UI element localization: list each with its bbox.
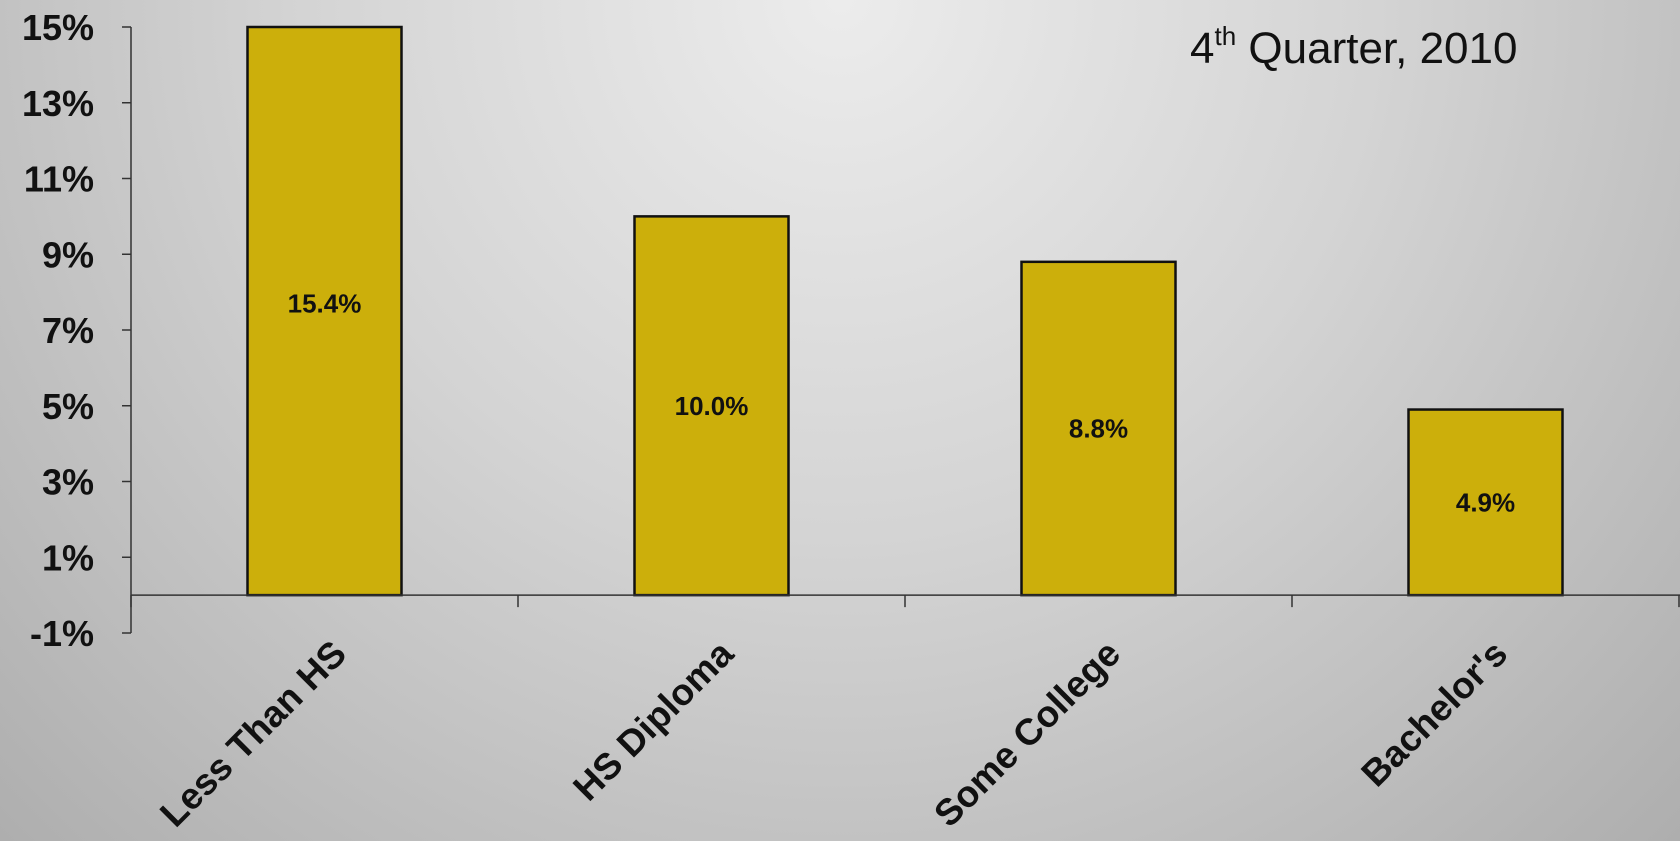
- x-category-label: HS Diploma: [565, 632, 741, 808]
- chart-title: 4th Quarter, 2010: [1190, 21, 1517, 73]
- bar-data-label: 4.9%: [1456, 487, 1515, 517]
- bar-data-label: 10.0%: [675, 391, 749, 421]
- y-tick-label: 7%: [42, 310, 94, 351]
- y-tick-label: 5%: [42, 386, 94, 427]
- bar-data-label: 15.4%: [288, 288, 362, 318]
- x-category-label: Less Than HS: [152, 633, 354, 835]
- y-axis-ticks: -1% 1% 3% 5% 7% 9% 11% 13% 15%: [22, 7, 131, 654]
- y-tick-label: 1%: [42, 537, 94, 578]
- x-category-label: Bachelor's: [1353, 633, 1515, 795]
- y-tick-label: 13%: [22, 83, 94, 124]
- bar: [246, 25, 403, 597]
- bars: 15.4% 10.0% 8.8% 4.9%: [246, 25, 1564, 597]
- y-tick-label: 15%: [22, 7, 94, 48]
- y-tick-label: 11%: [24, 159, 94, 200]
- x-axis-labels: Less Than HS HS Diploma Some College Bachel…: [152, 632, 1515, 834]
- y-tick-label: -1%: [30, 613, 94, 654]
- bar-data-label: 8.8%: [1069, 413, 1128, 443]
- x-category-label: Some College: [926, 633, 1128, 835]
- y-tick-label: 9%: [42, 234, 94, 275]
- title-superscript: th: [1214, 21, 1236, 51]
- title-rest: Quarter, 2010: [1236, 24, 1517, 73]
- title-lead: 4: [1190, 24, 1214, 73]
- y-tick-label: 3%: [42, 462, 94, 503]
- axes: [130, 27, 1680, 633]
